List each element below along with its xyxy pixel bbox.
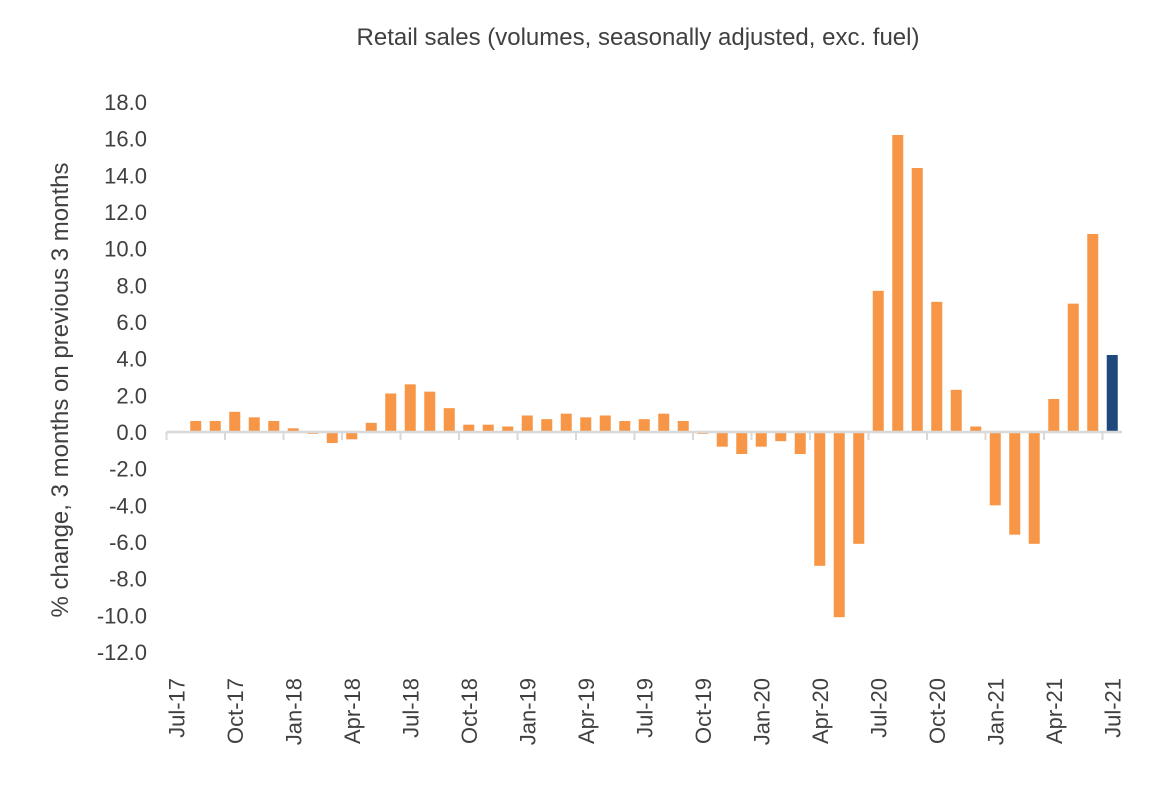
- y-tick-label: -8.0: [109, 567, 147, 592]
- bar-Jul-19: [638, 419, 650, 432]
- chart-title: Retail sales (volumes, seasonally adjust…: [357, 24, 920, 51]
- bar-Mar-19: [560, 413, 572, 432]
- bar-Dec-18: [502, 426, 514, 432]
- bar-Apr-18: [346, 432, 358, 440]
- bar-Dec-17: [268, 421, 280, 432]
- x-tick-label: Oct-20: [925, 678, 950, 744]
- bar-Mar-21: [1028, 432, 1040, 544]
- x-tick-label: Jul-21: [1100, 678, 1125, 738]
- bar-Aug-18: [424, 391, 436, 432]
- x-tick-label: Apr-18: [340, 678, 365, 744]
- bar-May-20: [833, 432, 845, 618]
- bar-Jul-21: [1106, 355, 1118, 432]
- bar-Sep-20: [911, 168, 923, 432]
- bar-Jul-18: [404, 384, 416, 432]
- x-tick-label: Jan-19: [515, 678, 540, 745]
- bar-Feb-20: [775, 432, 787, 442]
- bar-Apr-21: [1048, 399, 1060, 432]
- bar-Jan-21: [989, 432, 1001, 506]
- bar-Mar-18: [326, 432, 338, 443]
- bar-Apr-20: [814, 432, 826, 566]
- x-tick-label: Oct-18: [457, 678, 482, 744]
- y-tick-label: -10.0: [97, 603, 147, 628]
- y-tick-label: 16.0: [104, 127, 147, 152]
- bar-Dec-19: [736, 432, 748, 454]
- x-tick-label: Jul-17: [164, 678, 189, 738]
- bar-Jun-18: [385, 393, 397, 432]
- bar-Jan-19: [521, 415, 533, 432]
- x-tick-label: Jan-21: [983, 678, 1008, 745]
- y-tick-label: -2.0: [109, 457, 147, 482]
- bar-Nov-18: [482, 424, 494, 432]
- bar-Jul-20: [872, 290, 884, 432]
- x-tick-label: Apr-20: [808, 678, 833, 744]
- bar-May-21: [1067, 303, 1079, 432]
- y-axis-label: % change, 3 months on previous 3 months: [47, 163, 74, 618]
- y-tick-label: 4.0: [116, 347, 147, 372]
- bar-May-18: [365, 422, 377, 432]
- bar-Sep-19: [677, 421, 689, 432]
- bar-Aug-17: [190, 421, 202, 432]
- y-tick-label: 12.0: [104, 200, 147, 225]
- y-tick-label: -6.0: [109, 530, 147, 555]
- bar-Oct-17: [229, 411, 241, 432]
- bar-Jun-20: [853, 432, 865, 544]
- y-tick-label: 0.0: [116, 420, 147, 445]
- bar-Aug-19: [658, 413, 670, 432]
- bar-Jan-18: [287, 428, 299, 432]
- x-tick-label: Apr-21: [1042, 678, 1067, 744]
- bar-Nov-17: [248, 417, 260, 432]
- x-tick-label: Jul-19: [632, 678, 657, 738]
- bar-May-19: [599, 415, 611, 432]
- x-tick-label: Oct-19: [691, 678, 716, 744]
- bar-Sep-17: [209, 421, 221, 432]
- y-tick-label: 18.0: [104, 90, 147, 115]
- bar-Sep-18: [443, 408, 455, 432]
- bar-Nov-19: [716, 432, 728, 447]
- y-tick-label: 8.0: [116, 273, 147, 298]
- x-tick-label: Jan-20: [749, 678, 774, 745]
- x-tick-label: Oct-17: [223, 678, 248, 744]
- y-tick-label: -12.0: [97, 640, 147, 665]
- x-tick-label: Jul-18: [398, 678, 423, 738]
- y-tick-label: 14.0: [104, 163, 147, 188]
- bar-Apr-19: [580, 417, 592, 432]
- bar-Jun-21: [1087, 234, 1099, 432]
- bar-Dec-20: [970, 426, 982, 432]
- bar-Oct-18: [463, 424, 475, 432]
- bar-Nov-20: [950, 389, 962, 432]
- bar-Feb-19: [541, 419, 553, 432]
- y-tick-label: -4.0: [109, 493, 147, 518]
- x-tick-label: Jan-18: [281, 678, 306, 745]
- x-tick-label: Apr-19: [574, 678, 599, 744]
- bar-Jan-20: [755, 432, 767, 447]
- bar-Oct-20: [931, 301, 943, 432]
- bar-Aug-20: [892, 135, 904, 432]
- x-tick-label: Jul-20: [866, 678, 891, 738]
- y-tick-label: 2.0: [116, 383, 147, 408]
- bar-Jun-19: [619, 421, 631, 432]
- bar-Mar-20: [794, 432, 806, 454]
- y-tick-label: 10.0: [104, 237, 147, 262]
- y-tick-label: 6.0: [116, 310, 147, 335]
- bar-Feb-21: [1009, 432, 1021, 535]
